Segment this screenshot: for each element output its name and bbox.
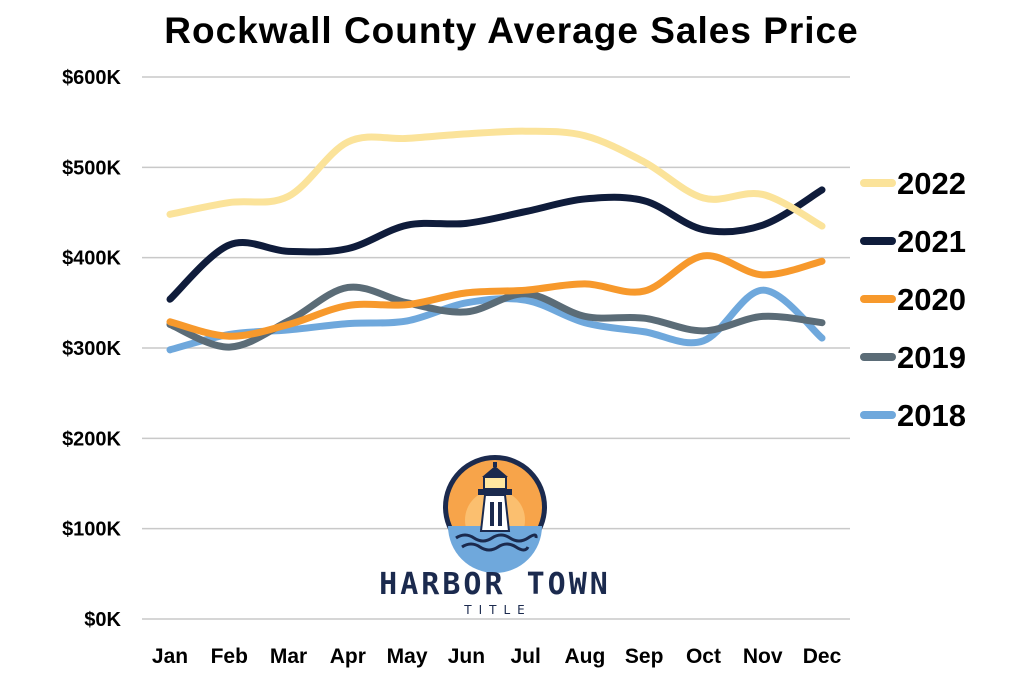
- x-axis-ticks: Jan Feb Mar Apr May Jun Jul Aug Sep Oct Nov Dec: [152, 645, 842, 668]
- legend-label-2018: 2018: [897, 398, 966, 433]
- series-lines: [166, 127, 826, 354]
- series-line-2021: [166, 186, 826, 303]
- y-tick-label: $0K: [84, 609, 121, 631]
- legend: 2022 2021 2020 2019 2018: [860, 166, 966, 433]
- chart-title: Rockwall County Average Sales Price: [164, 10, 859, 51]
- y-tick-label: $600K: [62, 67, 121, 89]
- lighthouse-icon: [443, 455, 547, 573]
- y-axis-ticks: $0K $100K $200K $300K $400K $500K $600K: [62, 67, 121, 631]
- x-tick-label: Feb: [211, 645, 248, 668]
- x-tick-label: Jan: [152, 645, 188, 668]
- x-tick-label: Dec: [803, 645, 842, 668]
- x-tick-label: Sep: [625, 645, 664, 668]
- logo-subtitle: TITLE: [463, 603, 531, 617]
- y-tick-label: $300K: [62, 338, 121, 360]
- x-tick-label: Nov: [743, 645, 783, 668]
- legend-label-2020: 2020: [897, 282, 966, 317]
- harbor-town-logo: HARBOR TOWN TITLE: [379, 455, 611, 617]
- x-tick-label: May: [387, 645, 428, 668]
- series-line-2022: [166, 127, 826, 230]
- logo-wordmark: HARBOR TOWN: [379, 567, 611, 602]
- legend-label-2022: 2022: [897, 166, 966, 201]
- y-tick-label: $200K: [62, 428, 121, 450]
- y-tick-label: $500K: [62, 157, 121, 179]
- x-tick-label: Apr: [330, 645, 366, 668]
- x-tick-label: Jul: [510, 645, 540, 668]
- series-line-2018: [166, 286, 826, 354]
- y-tick-label: $100K: [62, 519, 121, 541]
- legend-label-2019: 2019: [897, 340, 966, 375]
- series-line-2020: [166, 252, 826, 340]
- x-tick-label: Mar: [270, 645, 307, 668]
- x-tick-label: Jun: [448, 645, 485, 668]
- x-tick-label: Aug: [564, 645, 605, 668]
- x-tick-label: Oct: [686, 645, 721, 668]
- legend-label-2021: 2021: [897, 224, 966, 259]
- y-tick-label: $400K: [62, 248, 121, 270]
